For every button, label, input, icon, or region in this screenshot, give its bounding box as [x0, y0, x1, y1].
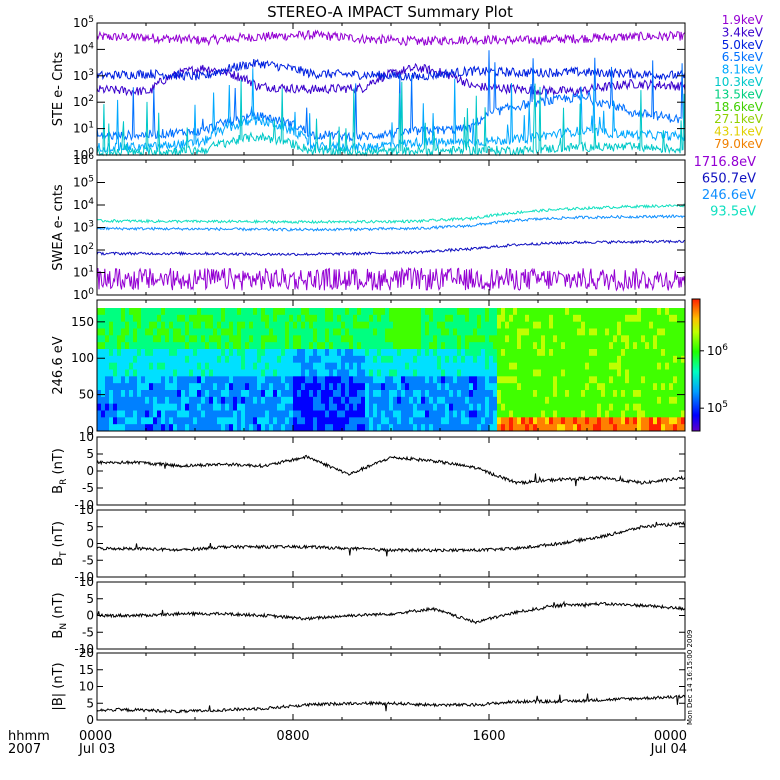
swea-series-line [96, 214, 686, 232]
swea-ytick-label: 100 [73, 287, 94, 302]
ste-legend-entry: 27.1keV [714, 112, 764, 126]
x-tick-date-label: Jul 03 [78, 742, 115, 757]
bt-ytick-label: -5 [82, 553, 94, 567]
spectrogram-cells [97, 308, 685, 431]
ste-ytick-label: 105 [73, 15, 94, 30]
generation-timestamp: Mon Dec 14 16:15:00 2009 [686, 630, 694, 725]
x-tick-date-label: Jul 04 [650, 742, 687, 757]
br-ylabel: BR (nT) [51, 448, 69, 494]
br-series-line [96, 454, 686, 487]
colorbar-ytick-label: 106 [707, 343, 728, 358]
ste-series-line [96, 68, 686, 153]
bmag-ytick-label: 20 [79, 646, 94, 660]
swea-legend-entry: 1716.8eV [694, 155, 756, 170]
bmag-frame [96, 652, 686, 721]
corner-label-year: 2007 [8, 742, 41, 757]
x-tick-label: 1600 [472, 729, 505, 744]
swea-ylabel: SWEA e- cnts [51, 184, 66, 271]
ste-legend-entry: 79.0keV [714, 137, 764, 151]
bt-ytick-label: 0 [86, 537, 94, 551]
ste-legend-entry: 8.1keV [722, 63, 764, 77]
x-tick-label: 0000 [654, 729, 687, 744]
ste-series-line [96, 62, 686, 97]
bmag-ylabel: |B| (nT) [51, 662, 66, 710]
ste-series-line [96, 79, 686, 157]
swea-ytick-label: 101 [73, 265, 94, 280]
bmag-ytick-label: 10 [79, 680, 94, 694]
ste-legend-entry: 10.3keV [714, 75, 764, 89]
ste-legend-entry: 18.6keV [714, 100, 764, 114]
br-ytick-label: -10 [74, 498, 94, 512]
ste-ylabel: STE e- Cnts [51, 51, 66, 126]
colorbar [691, 298, 701, 432]
spec-ytick-label: 0 [86, 424, 94, 438]
x-tick-label: 0800 [276, 729, 309, 744]
ste-legend-entry: 43.1keV [714, 125, 764, 139]
bt-frame [96, 509, 686, 578]
swea-series-line [96, 239, 686, 257]
bn-ytick-label: -5 [82, 625, 94, 639]
bn-ylabel: BN (nT) [51, 592, 69, 638]
bmag-ytick-label: 5 [86, 696, 94, 710]
ste-ytick-label: 104 [73, 41, 94, 56]
swea-ytick-label: 103 [73, 220, 94, 235]
spec-ylabel: 246.6 eV [51, 336, 66, 394]
bmag-ytick-label: 0 [86, 713, 94, 727]
swea-series-line [96, 203, 686, 225]
bt-series-line [96, 520, 686, 557]
ste-legend-entry: 3.4keV [722, 25, 764, 39]
bn-ytick-label: 10 [79, 575, 94, 589]
bn-ytick-label: 5 [86, 592, 94, 606]
bn-series-line [96, 600, 686, 625]
spec-ytick-label: 100 [71, 351, 94, 365]
swea-ytick-label: 104 [73, 197, 94, 212]
ste-ytick-label: 102 [73, 94, 94, 109]
ste-ytick-label: 101 [73, 121, 94, 136]
ste-series-line [96, 50, 686, 143]
colorbar-ytick-label: 105 [707, 400, 728, 415]
plot-title: STEREO-A IMPACT Summary Plot [267, 3, 513, 21]
ste-legend-entry: 1.9keV [722, 13, 764, 27]
bt-ytick-label: 5 [86, 520, 94, 534]
swea-ytick-label: 102 [73, 242, 94, 257]
swea-legend-entry: 93.5eV [710, 205, 756, 220]
ste-legend-entry: 5.0keV [722, 38, 764, 52]
br-ytick-label: 0 [86, 464, 94, 478]
ste-series-line [96, 58, 686, 83]
swea-legend-entry: 650.7eV [702, 172, 756, 187]
br-ytick-label: 5 [86, 447, 94, 461]
swea-ytick-label: 106 [73, 152, 94, 167]
spec-ytick-label: 50 [79, 388, 94, 402]
corner-label-hhmm: hhmm [8, 729, 50, 744]
ste-ytick-label: 103 [73, 68, 94, 83]
br-frame [96, 436, 686, 506]
bt-ylabel: BT (nT) [51, 521, 69, 566]
bmag-series-line [96, 693, 686, 714]
x-tick-label: 0000 [79, 729, 112, 744]
ste-ytick-label: 100 [73, 147, 94, 162]
br-ytick-label: 10 [79, 430, 94, 444]
ste-legend-entry: 13.5keV [714, 87, 764, 101]
bmag-ytick-label: 15 [79, 663, 94, 677]
swea-legend-entry: 246.6eV [702, 188, 756, 203]
bn-ytick-label: -10 [74, 642, 94, 656]
swea-ytick-label: 105 [73, 175, 94, 190]
br-ytick-label: -5 [82, 481, 94, 495]
bn-ytick-label: 0 [86, 609, 94, 623]
bt-ytick-label: -10 [74, 570, 94, 584]
swea-series-line [96, 266, 686, 292]
ste-series-line [96, 29, 686, 47]
ste-legend-entry: 6.5keV [722, 50, 764, 64]
bt-ytick-label: 10 [79, 503, 94, 517]
spec-ytick-label: 150 [71, 315, 94, 329]
